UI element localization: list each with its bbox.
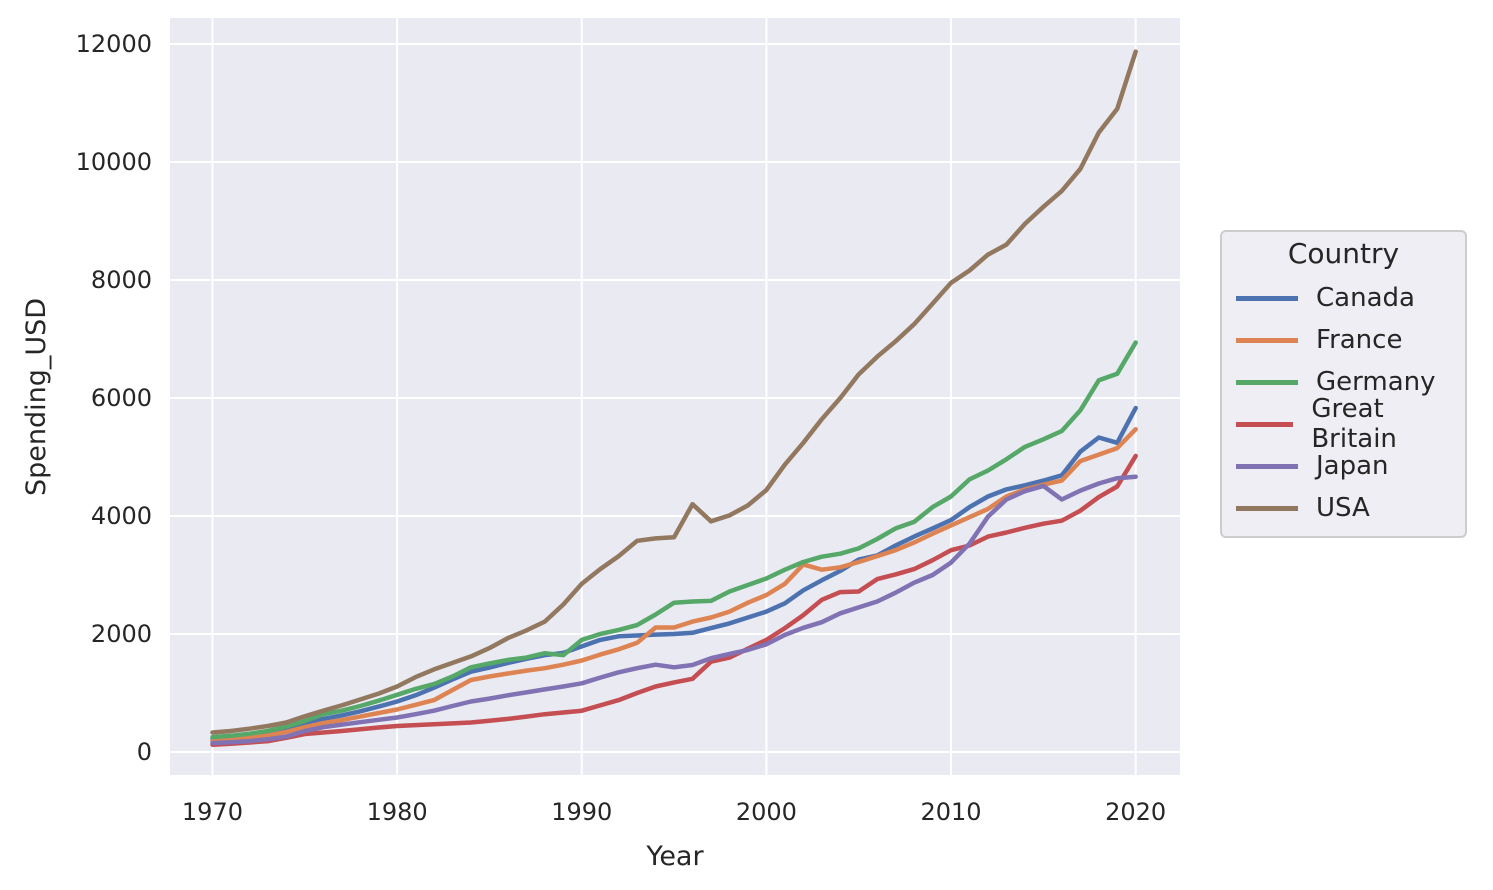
y-tick-label: 10000: [75, 147, 152, 176]
series-line-france: [210, 426, 1138, 743]
y-tick-label: 0: [136, 737, 152, 766]
series-line-great-britain: [210, 453, 1138, 747]
x-tick-label: 2010: [920, 798, 982, 826]
y-tick-label: 4000: [90, 501, 152, 530]
x-tick-label: 1980: [366, 798, 428, 826]
legend-item-usa: USA: [1222, 487, 1465, 529]
x-axis-label: Year: [646, 841, 704, 872]
legend-label: Germany: [1316, 367, 1436, 397]
y-tick-label: 2000: [90, 619, 152, 648]
legend: Country Canada France Germany Great Britain…: [1220, 230, 1467, 538]
x-tick-label: 1970: [181, 798, 243, 826]
legend-swatch: [1236, 505, 1298, 511]
legend-item-france: France: [1222, 319, 1465, 361]
legend-title: Country: [1287, 237, 1400, 270]
legend-swatch: [1236, 337, 1298, 343]
legend-label: Japan: [1316, 451, 1389, 481]
legend-swatch: [1236, 295, 1298, 301]
legend-item-canada: Canada: [1222, 277, 1465, 319]
plot-area: [170, 18, 1180, 775]
series-line-japan: [210, 474, 1138, 746]
legend-item-germany: Germany: [1222, 361, 1465, 403]
legend-item-japan: Japan: [1222, 445, 1465, 487]
x-tick-label: 2000: [735, 798, 797, 826]
legend-items: Canada France Germany Great Britain Japan USA: [1222, 277, 1465, 529]
legend-label: France: [1316, 325, 1403, 355]
legend-label: USA: [1316, 493, 1370, 523]
legend-swatch: [1236, 463, 1298, 469]
y-tick-label: 6000: [90, 383, 152, 412]
legend-swatch: [1236, 379, 1298, 385]
y-tick-label: 8000: [90, 265, 152, 294]
legend-swatch: [1236, 421, 1294, 427]
y-tick-label: 12000: [75, 29, 152, 58]
series-line-usa: [210, 49, 1138, 735]
x-tick-label: 1990: [551, 798, 613, 826]
legend-label: Great Britain: [1311, 394, 1397, 454]
legend-label: Canada: [1316, 283, 1415, 313]
legend-item-great-britain: Great Britain: [1222, 394, 1465, 454]
y-axis-label: Spending_USD: [21, 297, 52, 497]
series-line-canada: [210, 405, 1138, 742]
series-line-germany: [210, 340, 1138, 740]
x-tick-label: 2020: [1105, 798, 1167, 826]
